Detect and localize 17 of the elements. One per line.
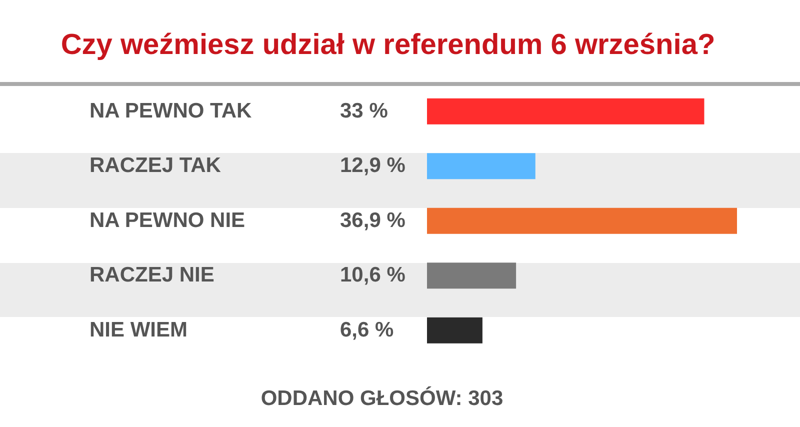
bar [427, 98, 704, 124]
bar [427, 153, 536, 180]
data-label: 10,6 % [340, 264, 406, 287]
bar [427, 208, 737, 234]
y-tick-label: RACZEJ TAK [90, 154, 221, 178]
y-tick-label: NA PEWNO TAK [90, 99, 252, 122]
data-label: 6,6 % [340, 318, 394, 342]
bar [427, 317, 482, 344]
data-label: 12,9 % [340, 154, 406, 178]
chart-title: Czy weźmiesz udział w referendum 6 września? [60, 29, 716, 61]
text: ODDANO GŁOSÓW: 303 [260, 386, 504, 410]
data-label: 33 % [340, 99, 388, 122]
data-label: 36,9 % [340, 208, 406, 232]
y-tick-label: RACZEJ NIE [90, 264, 214, 287]
bar [427, 262, 516, 289]
y-tick-label: NA PEWNO NIE [90, 208, 246, 232]
y-tick-label: NIE WIEM [90, 318, 188, 342]
